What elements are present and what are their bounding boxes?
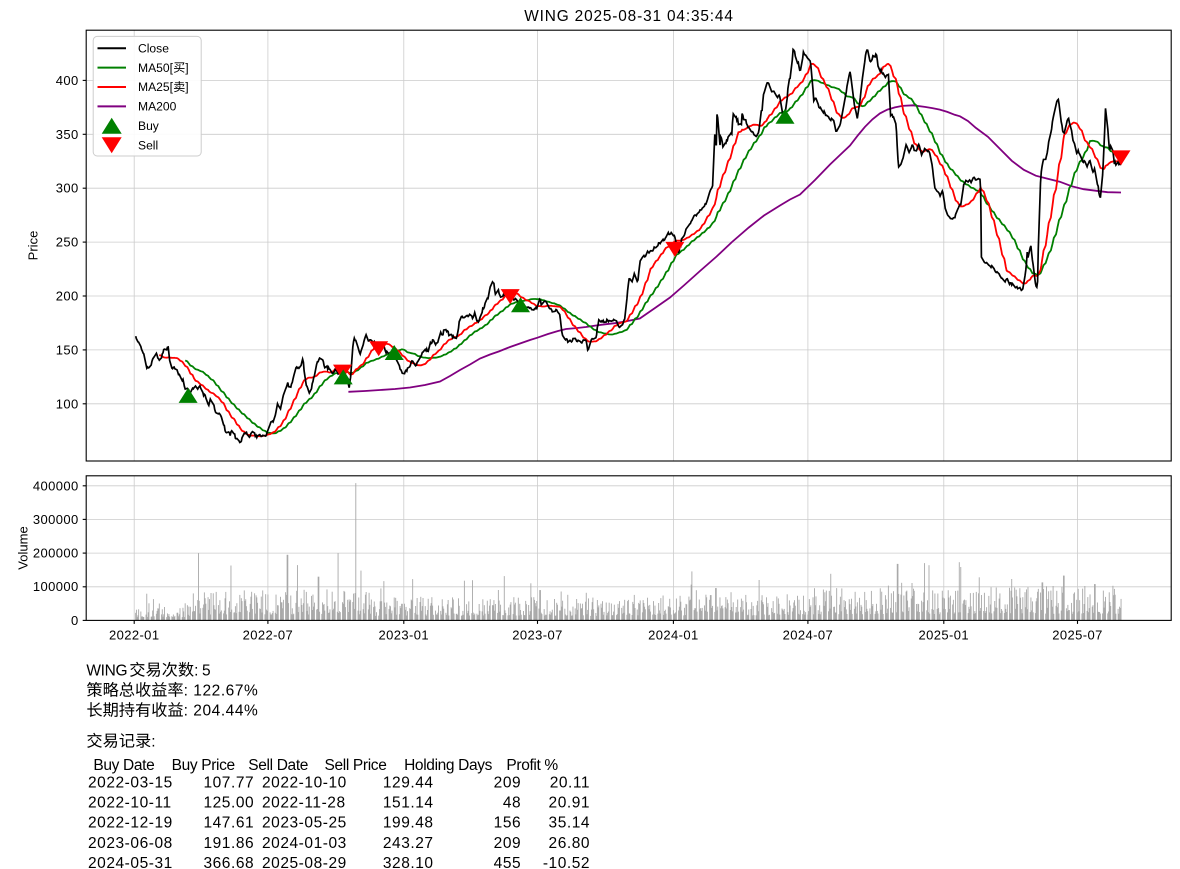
svg-text:2024-05-31: 2024-05-31: [88, 855, 173, 869]
svg-text:243.27: 243.27: [383, 835, 434, 852]
svg-text:2024-01-03: 2024-01-03: [262, 835, 347, 852]
svg-text:Volume: Volume: [16, 526, 31, 569]
svg-text:2022-11-28: 2022-11-28: [262, 795, 346, 812]
svg-text:: 204.44%: : 204.44%: [184, 703, 259, 720]
svg-text:48: 48: [503, 795, 521, 812]
svg-text:2023-05-25: 2023-05-25: [262, 815, 347, 832]
svg-text:Buy Date: Buy Date: [93, 757, 154, 774]
svg-text:Buy Price: Buy Price: [172, 757, 235, 774]
svg-text:0: 0: [71, 613, 79, 628]
svg-text:200000: 200000: [33, 546, 79, 561]
svg-text:2023-07: 2023-07: [512, 627, 563, 642]
svg-text:Sell: Sell: [138, 138, 158, 152]
svg-text:MA25[: MA25[: [138, 80, 174, 94]
svg-text:]: ]: [185, 80, 188, 94]
svg-text:Buy: Buy: [138, 119, 160, 133]
svg-text:300000: 300000: [33, 512, 79, 527]
svg-text:MA200: MA200: [138, 100, 177, 114]
svg-text:WING 2025-08-31 04:35:44: WING 2025-08-31 04:35:44: [524, 8, 733, 25]
svg-text:MA50[: MA50[: [138, 61, 174, 75]
svg-text:2023-06-08: 2023-06-08: [88, 835, 173, 852]
svg-text:191.86: 191.86: [203, 835, 254, 852]
svg-text:Holding Days: Holding Days: [404, 757, 493, 774]
svg-text:2022-03-15: 2022-03-15: [88, 774, 173, 791]
svg-text:: 5: : 5: [194, 663, 210, 680]
svg-text:Sell Date: Sell Date: [248, 757, 308, 774]
svg-text:Sell Price: Sell Price: [325, 757, 387, 774]
svg-text:Price: Price: [26, 231, 41, 261]
svg-text:129.44: 129.44: [383, 774, 434, 791]
svg-text::: :: [151, 734, 155, 751]
svg-text:2024-07: 2024-07: [783, 627, 834, 642]
svg-text:350: 350: [56, 127, 79, 142]
svg-text:2022-10-10: 2022-10-10: [262, 774, 347, 791]
svg-text:2022-01: 2022-01: [109, 627, 160, 642]
svg-text:Close: Close: [138, 41, 169, 55]
svg-text:35.14: 35.14: [549, 815, 591, 832]
svg-text:250: 250: [56, 235, 79, 250]
svg-text:107.77: 107.77: [203, 774, 254, 791]
svg-text:2024-01: 2024-01: [648, 627, 699, 642]
svg-text:328.10: 328.10: [383, 855, 434, 869]
svg-text:209: 209: [494, 774, 522, 791]
svg-text:209: 209: [494, 835, 522, 852]
svg-text:151.14: 151.14: [383, 795, 434, 812]
svg-text:400000: 400000: [33, 478, 79, 493]
svg-text:455: 455: [494, 855, 522, 869]
svg-text:200: 200: [56, 289, 79, 304]
svg-text:2022-07: 2022-07: [243, 627, 294, 642]
svg-text:2022-10-11: 2022-10-11: [88, 795, 172, 812]
svg-text:-10.52: -10.52: [543, 855, 590, 869]
svg-text:2025-08-29: 2025-08-29: [262, 855, 347, 869]
svg-text:199.48: 199.48: [383, 815, 434, 832]
svg-text:400: 400: [56, 73, 79, 88]
svg-text:150: 150: [56, 342, 79, 357]
svg-text:: 122.67%: : 122.67%: [184, 683, 259, 700]
svg-text:]: ]: [185, 61, 188, 75]
svg-text:2022-12-19: 2022-12-19: [88, 815, 173, 832]
svg-text:WING: WING: [86, 663, 127, 680]
svg-text:147.61: 147.61: [203, 815, 254, 832]
svg-text:20.11: 20.11: [550, 774, 590, 791]
svg-text:26.80: 26.80: [549, 835, 591, 852]
svg-text:156: 156: [494, 815, 522, 832]
svg-text:2025-01: 2025-01: [919, 627, 970, 642]
svg-text:125.00: 125.00: [203, 795, 254, 812]
svg-text:100: 100: [56, 396, 79, 411]
svg-text:366.68: 366.68: [203, 855, 254, 869]
svg-text:Profit %: Profit %: [506, 757, 558, 774]
svg-text:100000: 100000: [33, 579, 79, 594]
svg-text:20.91: 20.91: [549, 795, 591, 812]
svg-text:300: 300: [56, 181, 79, 196]
svg-text:2025-07: 2025-07: [1052, 627, 1103, 642]
svg-text:2023-01: 2023-01: [379, 627, 430, 642]
